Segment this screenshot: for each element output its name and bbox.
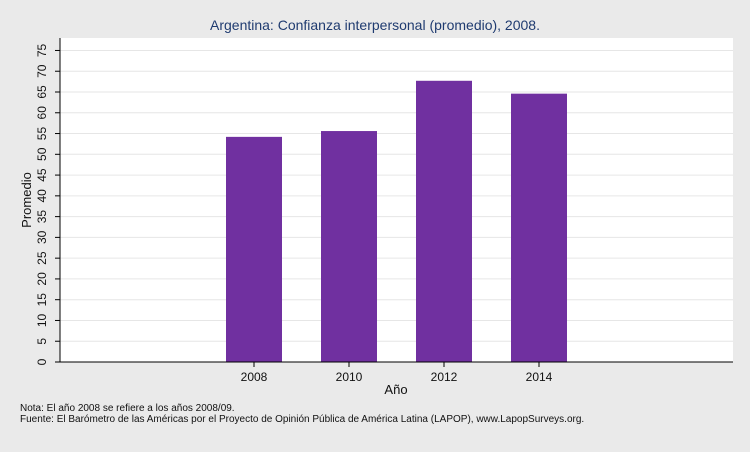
y-tick-label: 5 [35,338,49,345]
y-tick-label: 65 [35,85,49,99]
bar-2012 [416,80,472,363]
y-tick-label: 10 [35,313,49,327]
y-tick-label: 35 [35,210,49,224]
bar-2014 [511,93,567,363]
y-tick-label: 20 [35,272,49,286]
y-tick-label: 70 [35,64,49,78]
y-tick-label: 45 [35,168,49,182]
x-tick-label: 2008 [241,370,268,384]
grid-lines [60,49,733,342]
y-tick-label: 15 [35,293,49,307]
y-tick-label: 75 [35,43,49,57]
bars [226,80,567,363]
y-tick-label: 55 [35,127,49,141]
bar-2008 [226,136,282,362]
x-axis-ticks: 2008 2010 2012 2014 [241,362,553,384]
y-tick-label: 60 [35,106,49,120]
y-tick-label: 30 [35,230,49,244]
y-axis-ticks: 0 5 10 15 20 25 30 35 40 45 50 55 60 65 70 75 [35,43,60,365]
plot-area [60,38,733,362]
y-tick-label: 0 [35,358,49,365]
y-axis-label: Promedio [19,172,34,228]
x-tick-label: 2012 [431,370,458,384]
y-tick-label: 25 [35,251,49,265]
chart-title: Argentina: Confianza interpersonal (prom… [210,17,540,33]
y-tick-label: 40 [35,189,49,203]
y-tick-label: 50 [35,147,49,161]
x-axis-label: Año [384,382,407,397]
x-tick-label: 2010 [336,370,363,384]
footnote-nota: Nota: El año 2008 se refiere a los años … [20,403,235,414]
footnote-fuente: Fuente: El Barómetro de las Américas por… [20,414,584,425]
x-tick-label: 2014 [526,370,553,384]
bar-2010 [321,131,377,362]
